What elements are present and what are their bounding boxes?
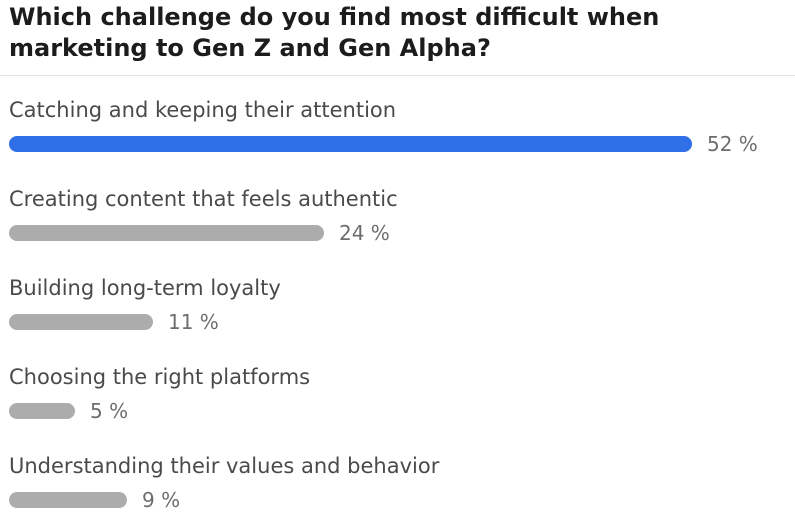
header-divider (0, 75, 795, 76)
poll-option-authentic[interactable]: Creating content that feels authentic 24… (9, 185, 789, 265)
result-percent: 52 % (707, 132, 758, 156)
result-percent: 9 % (142, 488, 181, 512)
result-bar-track (9, 492, 692, 508)
poll-option-loyalty[interactable]: Building long-term loyalty 11 % (9, 274, 789, 354)
option-label: Catching and keeping their attention (9, 98, 397, 122)
poll-option-values[interactable]: Understanding their values and behavior … (9, 452, 789, 532)
result-bar-fill (9, 136, 692, 152)
result-percent: 5 % (90, 399, 129, 423)
option-label: Understanding their values and behavior (9, 454, 440, 478)
poll-option-attention[interactable]: Catching and keeping their attention 52 … (9, 96, 789, 176)
result-percent: 11 % (168, 310, 219, 334)
result-bar-fill (9, 225, 324, 241)
poll-option-platforms[interactable]: Choosing the right platforms 5 % (9, 363, 789, 443)
option-label: Choosing the right platforms (9, 365, 311, 389)
result-percent: 24 % (339, 221, 390, 245)
result-bar-fill (9, 492, 127, 508)
result-bar-track (9, 136, 692, 152)
result-bar-fill (9, 314, 153, 330)
option-label: Creating content that feels authentic (9, 187, 398, 211)
result-bar-track (9, 314, 692, 330)
poll-question: Which challenge do you find most difficu… (9, 3, 660, 62)
option-label: Building long-term loyalty (9, 276, 281, 300)
result-bar-track (9, 403, 692, 419)
result-bar-fill (9, 403, 75, 419)
result-bar-track (9, 225, 692, 241)
